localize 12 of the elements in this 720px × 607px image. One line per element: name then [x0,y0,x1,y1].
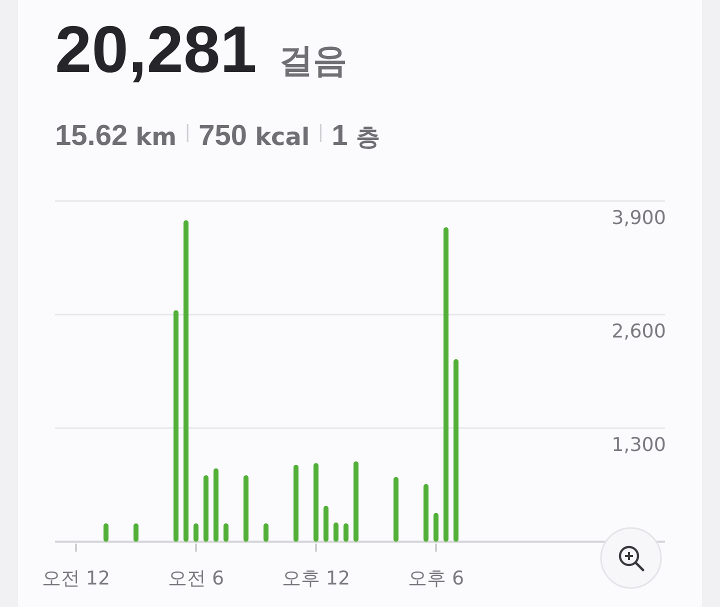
x-tick-label: 오전 6 [168,568,224,590]
x-tick-label: 오후 6 [408,568,464,590]
text: 15.62 km [55,120,177,152]
chart-title: 20,281 [55,12,257,86]
y-tick-label: 3,900 [612,207,666,229]
y-tick-label: 1,300 [612,434,666,456]
y-tick-label: 2,600 [612,320,666,343]
x-tick-label: 오전 12 [42,568,110,590]
chart-subtitle: 걸음 [278,41,347,81]
x-tick-label: 오후 12 [282,568,350,590]
text: 1 층 [332,120,380,152]
text: 750 kcal [198,120,310,152]
